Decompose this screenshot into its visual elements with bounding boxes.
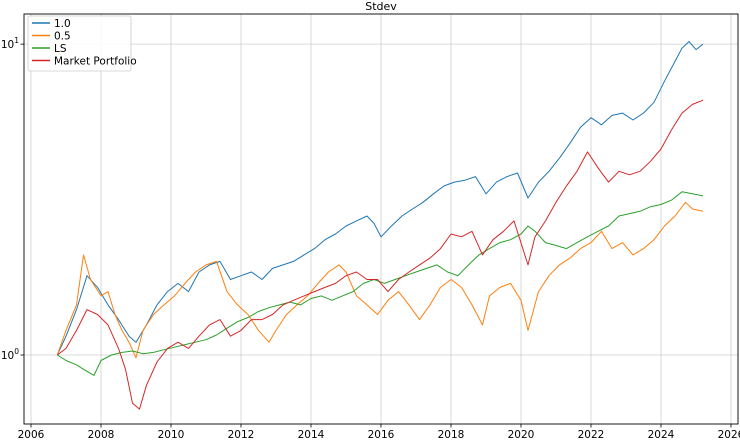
x-tick-label: 2024 xyxy=(648,429,675,440)
x-axis: 2006 2008 2010 2012 2014 2016 2018 2020 2022 2024… xyxy=(18,424,740,440)
x-tick-label: 2008 xyxy=(88,429,115,440)
x-tick-label: 2022 xyxy=(578,429,605,440)
y-tick-base: 10 xyxy=(1,350,14,362)
series-group xyxy=(56,41,704,410)
grid xyxy=(24,14,738,424)
legend-label: Market Portfolio xyxy=(54,55,137,67)
x-tick-label: 2018 xyxy=(438,429,465,440)
series-line-1 xyxy=(56,41,704,356)
y-tick-exponent: 1 xyxy=(14,36,19,45)
x-tick-label: 2016 xyxy=(368,429,395,440)
y-tick-exponent: 0 xyxy=(14,347,19,356)
x-tick-label: 2010 xyxy=(158,429,185,440)
legend-box xyxy=(27,15,132,72)
y-tick-label: 101 xyxy=(1,36,19,51)
x-tick-label: 2012 xyxy=(228,429,255,440)
x-tick-label: 2020 xyxy=(508,429,535,440)
chart-title: Stdev xyxy=(365,0,397,13)
legend-label: LS xyxy=(54,43,67,55)
x-tick-label: 2006 xyxy=(18,429,45,440)
x-tick-label: 2014 xyxy=(298,429,325,440)
y-tick-base: 10 xyxy=(1,39,14,51)
legend-label: 1.0 xyxy=(54,18,71,30)
x-tick-label: 2026 xyxy=(718,429,740,440)
y-tick-label: 100 xyxy=(1,347,19,362)
series-line-4 xyxy=(56,99,704,410)
legend-label: 0.5 xyxy=(54,30,71,42)
series-line-2 xyxy=(56,201,704,359)
